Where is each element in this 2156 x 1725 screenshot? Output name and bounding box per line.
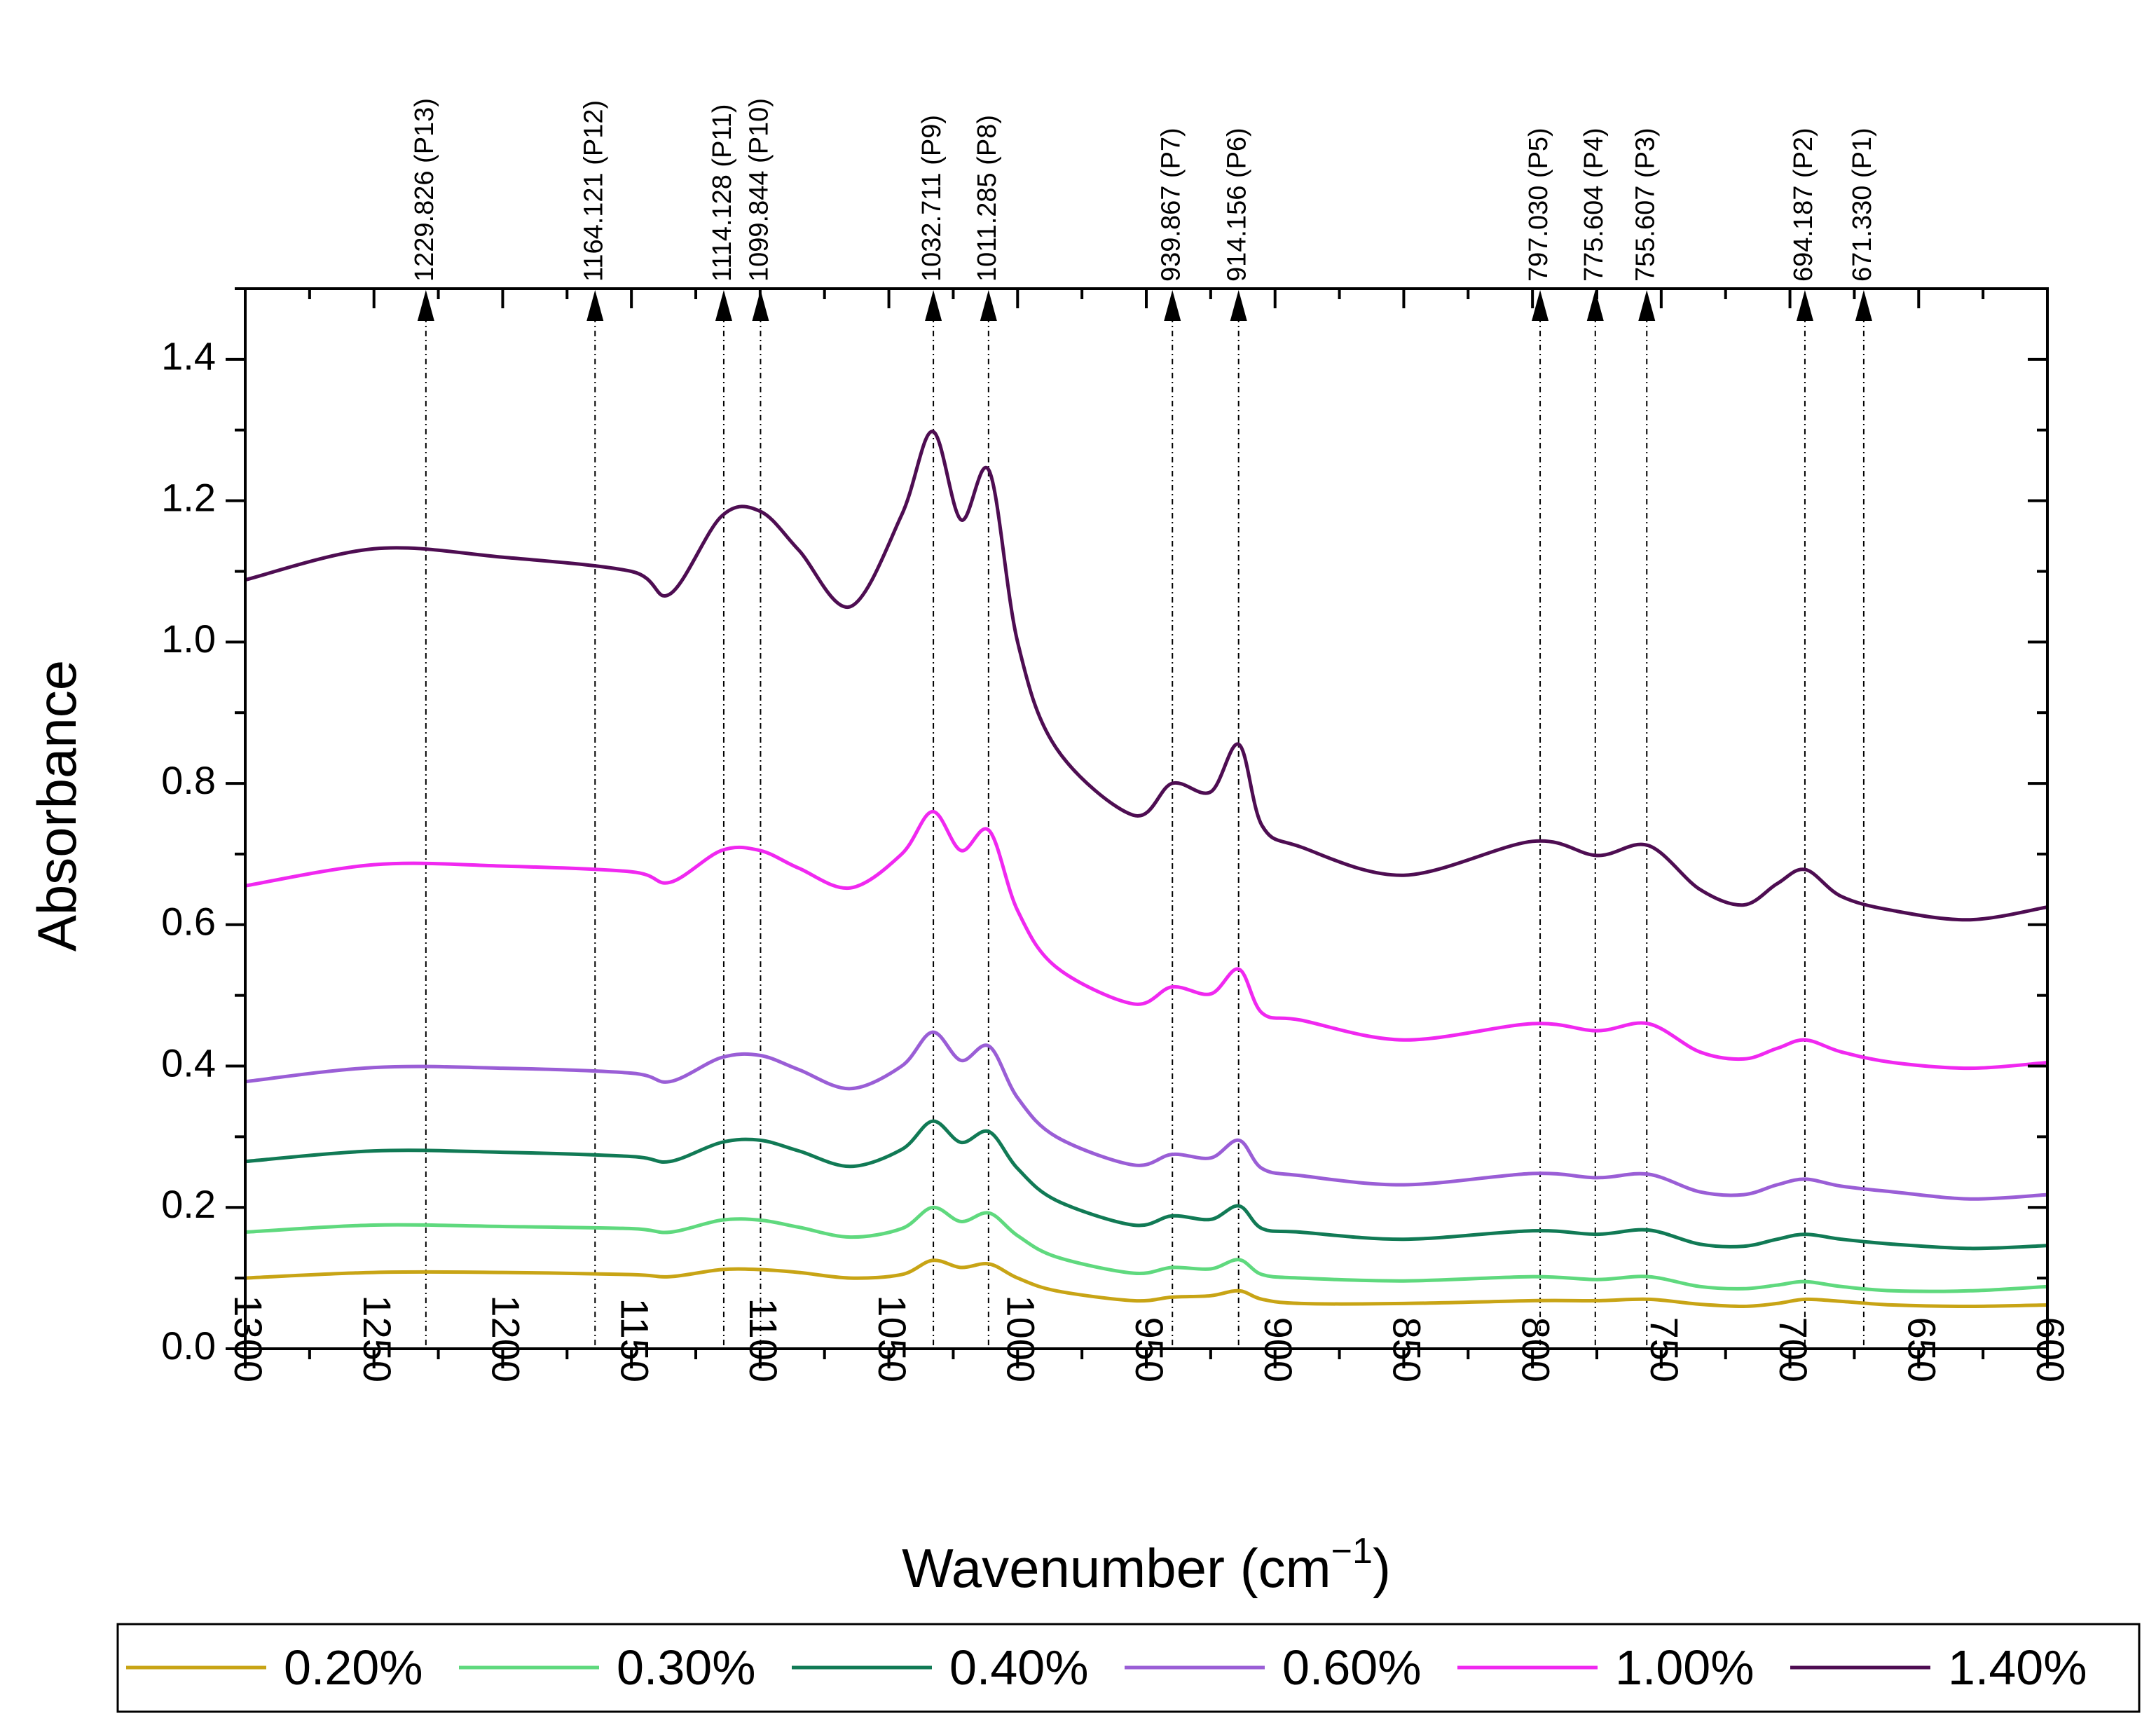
- peak-arrow: [1586, 290, 1604, 321]
- x-tick-label: 1150: [612, 1298, 657, 1382]
- peak-label: 775.604 (P4): [1579, 128, 1609, 282]
- y-tick-label: 0.4: [161, 1040, 216, 1085]
- series-line-0-30pct: [245, 1205, 2048, 1293]
- peak-arrow: [586, 290, 604, 321]
- legend: 0.20% 0.30% 0.40% 0.60% 1.00% 1.40%: [126, 1640, 2087, 1695]
- x-tick-label: 1300: [226, 1295, 270, 1382]
- y-tick-label: 0.8: [161, 758, 216, 802]
- peak-arrow: [925, 290, 942, 321]
- peak-label: 797.030 (P5): [1524, 128, 1553, 282]
- legend-label: 0.40%: [949, 1640, 1088, 1695]
- y-axis-title: Absorbance: [26, 660, 88, 951]
- peak-label: 1032.711 (P9): [917, 115, 947, 282]
- x-axis-title-close: ): [1373, 1537, 1391, 1599]
- y-axis: 0.0 0.2 0.4 0.6 0.8 1.0 1.2 1.4: [161, 287, 2047, 1368]
- y-tick-label: 1.0: [161, 617, 216, 661]
- peak-markers: 1229.826 (P13) 1164.121 (P12) 1114.128 (P1…: [410, 98, 1877, 1349]
- series-lines: [245, 429, 2048, 1309]
- peak-label: 1114.128 (P11): [708, 104, 737, 282]
- peak-arrow: [417, 290, 434, 321]
- peak-label: 1164.121 (P12): [579, 100, 608, 282]
- peak-label: 694.187 (P2): [1789, 128, 1818, 282]
- x-axis-title-superscript: −1: [1331, 1531, 1373, 1572]
- peak-label: 914.156 (P6): [1223, 128, 1252, 282]
- y-tick-label: 0.0: [161, 1324, 216, 1368]
- plot-frame: [244, 287, 2049, 1350]
- legend-label: 0.60%: [1282, 1640, 1421, 1695]
- peak-arrow: [1855, 290, 1872, 321]
- series-line-1-40pct: [245, 429, 2048, 922]
- peak-arrow: [1638, 290, 1656, 321]
- peak-label: 1011.285 (P8): [973, 115, 1002, 282]
- peak-label: 671.330 (P1): [1848, 128, 1877, 282]
- x-tick-label: 700: [1771, 1317, 1815, 1382]
- series-line-1-00pct: [245, 809, 2048, 1071]
- x-tick-label: 650: [1900, 1317, 1944, 1382]
- legend-label: 1.40%: [1948, 1640, 2087, 1695]
- x-axis: 1300 1250 1200 1150 1100 1050 1000 950 900 850 800…: [226, 289, 2073, 1382]
- peak-label: 1229.826 (P13): [410, 98, 439, 282]
- x-tick-label: 800: [1513, 1317, 1558, 1382]
- x-tick-label: 950: [1127, 1317, 1172, 1382]
- peak-arrow: [1164, 290, 1181, 321]
- peak-label: 1099.844 (P10): [744, 98, 774, 282]
- x-tick-label: 1100: [741, 1298, 785, 1382]
- legend-label: 0.20%: [284, 1640, 423, 1695]
- x-tick-label: 1050: [870, 1295, 914, 1382]
- peak-arrow: [1532, 290, 1549, 321]
- y-tick-label: 1.4: [161, 334, 216, 378]
- series-line-0-20pct: [245, 1258, 2048, 1309]
- peak-label: 755.607 (P3): [1630, 128, 1660, 282]
- x-tick-label: 900: [1256, 1317, 1300, 1382]
- y-tick-label: 0.2: [161, 1182, 216, 1226]
- legend-label: 1.00%: [1615, 1640, 1754, 1695]
- y-tick-label: 0.6: [161, 900, 216, 944]
- y-tick-label: 1.2: [161, 475, 216, 519]
- x-tick-label: 1000: [998, 1295, 1043, 1382]
- peak-label: 939.867 (P7): [1156, 128, 1186, 282]
- peak-arrow: [715, 290, 732, 321]
- x-tick-label: 750: [1642, 1317, 1687, 1382]
- peak-arrow: [1796, 290, 1813, 321]
- legend-label: 0.30%: [617, 1640, 755, 1695]
- x-tick-label: 850: [1385, 1317, 1429, 1382]
- x-tick-label: 1200: [484, 1295, 528, 1382]
- x-tick-label: 1250: [355, 1295, 399, 1382]
- series-line-0-60pct: [245, 1030, 2048, 1201]
- peak-arrow: [980, 290, 997, 321]
- peak-arrow: [1230, 290, 1247, 321]
- series-line-0-40pct: [245, 1119, 2048, 1251]
- x-axis-title: Wavenumber (cm−1): [902, 1531, 1391, 1599]
